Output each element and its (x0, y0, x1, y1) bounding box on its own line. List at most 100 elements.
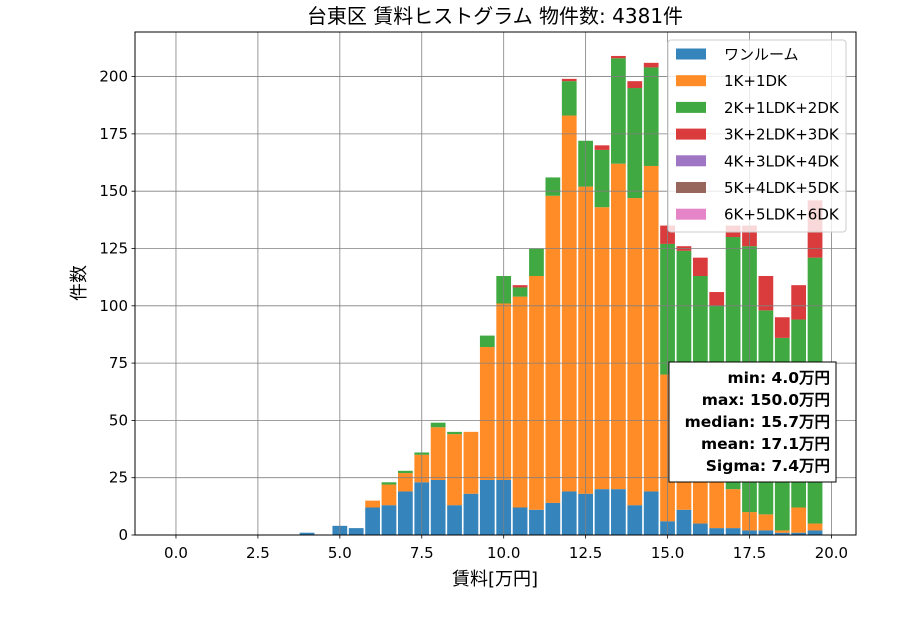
bar-series-0-bin-33 (709, 528, 725, 535)
x-tick-label-5: 12.5 (569, 544, 602, 562)
y-tick-label-7: 175 (99, 125, 128, 143)
bar-series-2-bin-13 (381, 482, 397, 485)
bar-series-0-bin-12 (365, 507, 380, 535)
bar-series-1-bin-18 (463, 431, 479, 494)
legend-entries: ワンルーム 1K+1DK 2K+1LDK+2DK 3K+2LDK+3DK 4K+3LDK… (676, 46, 840, 224)
legend-swatch-1 (676, 75, 706, 87)
y-tick-label-4: 100 (99, 297, 128, 315)
stats-line-4: Sigma: 7.4万円 (706, 457, 830, 475)
legend-entry-5: 5K+4LDK+5DK (676, 179, 840, 197)
bar-series-2-bin-17 (447, 431, 462, 435)
bar-series-0-bin-22 (529, 509, 544, 535)
legend-label-4: 4K+3LDK+4DK (724, 152, 840, 170)
stats-box: min: 4.0万円 max: 150.0万円 median: 15.7万円 mean… (668, 361, 837, 483)
stats-box-frame (668, 361, 837, 483)
bar-series-1-bin-39 (807, 523, 823, 531)
legend-swatch-0 (676, 48, 706, 60)
bar-series-2-bin-22 (529, 248, 544, 276)
bar-series-0-bin-36 (758, 530, 774, 535)
x-axis-label: 賃料[万円] (452, 569, 538, 590)
bar-series-1-bin-21 (512, 296, 528, 508)
y-axis: 0 25 50 75 100 125 150 175 200 (99, 68, 135, 544)
bar-series-3-bin-24 (561, 78, 577, 82)
bar-series-3-bin-21 (512, 285, 528, 288)
legend-entry-0: ワンルーム (676, 46, 799, 64)
legend-entry-3: 3K+2LDK+3DK (676, 126, 840, 144)
legend-label-1: 1K+1DK (724, 72, 788, 90)
legend-label-0: ワンルーム (724, 46, 799, 64)
legend-swatch-2 (676, 101, 706, 113)
legend-swatch-5 (676, 182, 706, 193)
x-tick-label-8: 20.0 (815, 544, 848, 562)
x-tick-label-4: 10.0 (487, 544, 520, 562)
bar-series-1-bin-27 (611, 163, 626, 490)
legend-swatch-4 (676, 155, 706, 167)
legend-entry-4: 4K+3LDK+4DK (676, 152, 840, 170)
y-tick-label-6: 150 (99, 182, 128, 200)
y-tick-label-3: 75 (109, 354, 128, 372)
bar-series-2-bin-24 (561, 81, 577, 116)
x-tick-label-1: 2.5 (246, 544, 270, 562)
bar-series-1-bin-33 (709, 470, 725, 529)
bar-series-2-bin-21 (512, 287, 528, 297)
bar-series-1-bin-37 (774, 530, 790, 533)
bar-series-2-bin-19 (479, 335, 495, 348)
legend-swatch-3 (676, 128, 706, 140)
bar-series-1-bin-22 (529, 275, 544, 510)
bar-series-0-bin-32 (692, 523, 708, 535)
legend-entry-2: 2K+1LDK+2DK (676, 99, 840, 117)
bar-series-3-bin-28 (627, 81, 643, 89)
chart-title: 台東区 賃料ヒストグラム 物件数: 4381件 (307, 4, 683, 28)
bar-series-0-bin-23 (545, 502, 561, 535)
legend-label-3: 3K+2LDK+3DK (724, 126, 840, 144)
bar-series-2-bin-28 (627, 88, 643, 199)
legend-label-6: 6K+5LDK+6DK (724, 206, 840, 224)
bar-series-1-bin-16 (430, 427, 446, 480)
bar-series-0-bin-17 (447, 505, 462, 535)
y-axis-label: 件数 (69, 265, 90, 301)
bar-series-1-bin-12 (365, 500, 380, 508)
bar-series-1-bin-26 (594, 207, 610, 490)
bar-series-0-bin-39 (807, 530, 823, 535)
legend: ワンルーム 1K+1DK 2K+1LDK+2DK 3K+2LDK+3DK 4K+3LDK… (667, 39, 847, 233)
bar-series-0-bin-37 (774, 532, 790, 535)
y-tick-label-5: 125 (99, 239, 128, 257)
bar-series-2-bin-26 (594, 149, 610, 208)
bar-series-0-bin-11 (348, 528, 364, 535)
x-tick-label-7: 17.5 (733, 544, 766, 562)
y-tick-label-2: 50 (109, 411, 128, 429)
bar-series-0-bin-24 (561, 491, 577, 535)
bar-series-0-bin-21 (512, 507, 528, 535)
legend-label-2: 2K+1LDK+2DK (724, 99, 840, 117)
bar-series-3-bin-37 (774, 317, 790, 338)
x-tick-label-2: 5.0 (328, 544, 352, 562)
bar-series-0-bin-16 (430, 479, 446, 535)
bar-series-3-bin-26 (594, 145, 610, 150)
bar-series-1-bin-24 (561, 115, 577, 492)
bar-series-0-bin-38 (791, 532, 807, 535)
bar-series-1-bin-13 (381, 484, 397, 506)
y-tick-label-8: 200 (99, 68, 128, 86)
bar-series-1-bin-14 (398, 473, 413, 492)
bar-series-0-bin-8 (299, 532, 315, 535)
bar-series-1-bin-36 (758, 514, 774, 531)
stats-line-1: max: 150.0万円 (702, 391, 830, 409)
bar-series-2-bin-23 (545, 177, 561, 196)
bar-series-0-bin-13 (381, 505, 397, 535)
bar-series-2-bin-27 (611, 58, 626, 164)
stats-line-0: min: 4.0万円 (727, 369, 830, 387)
bar-series-2-bin-16 (430, 422, 446, 428)
y-tick-label-0: 0 (118, 526, 128, 544)
bar-series-3-bin-29 (643, 62, 659, 68)
bar-series-3-bin-38 (791, 285, 807, 320)
bar-series-0-bin-18 (463, 493, 479, 535)
bar-series-0-bin-28 (627, 505, 643, 535)
bar-series-3-bin-33 (709, 292, 725, 306)
legend-label-5: 5K+4LDK+5DK (724, 179, 840, 197)
bar-series-1-bin-38 (791, 507, 807, 533)
bar-series-0-bin-19 (479, 479, 495, 535)
bar-series-3-bin-36 (758, 275, 774, 311)
bar-series-3-bin-27 (611, 55, 626, 59)
stats-line-3: mean: 17.1万円 (701, 435, 830, 453)
